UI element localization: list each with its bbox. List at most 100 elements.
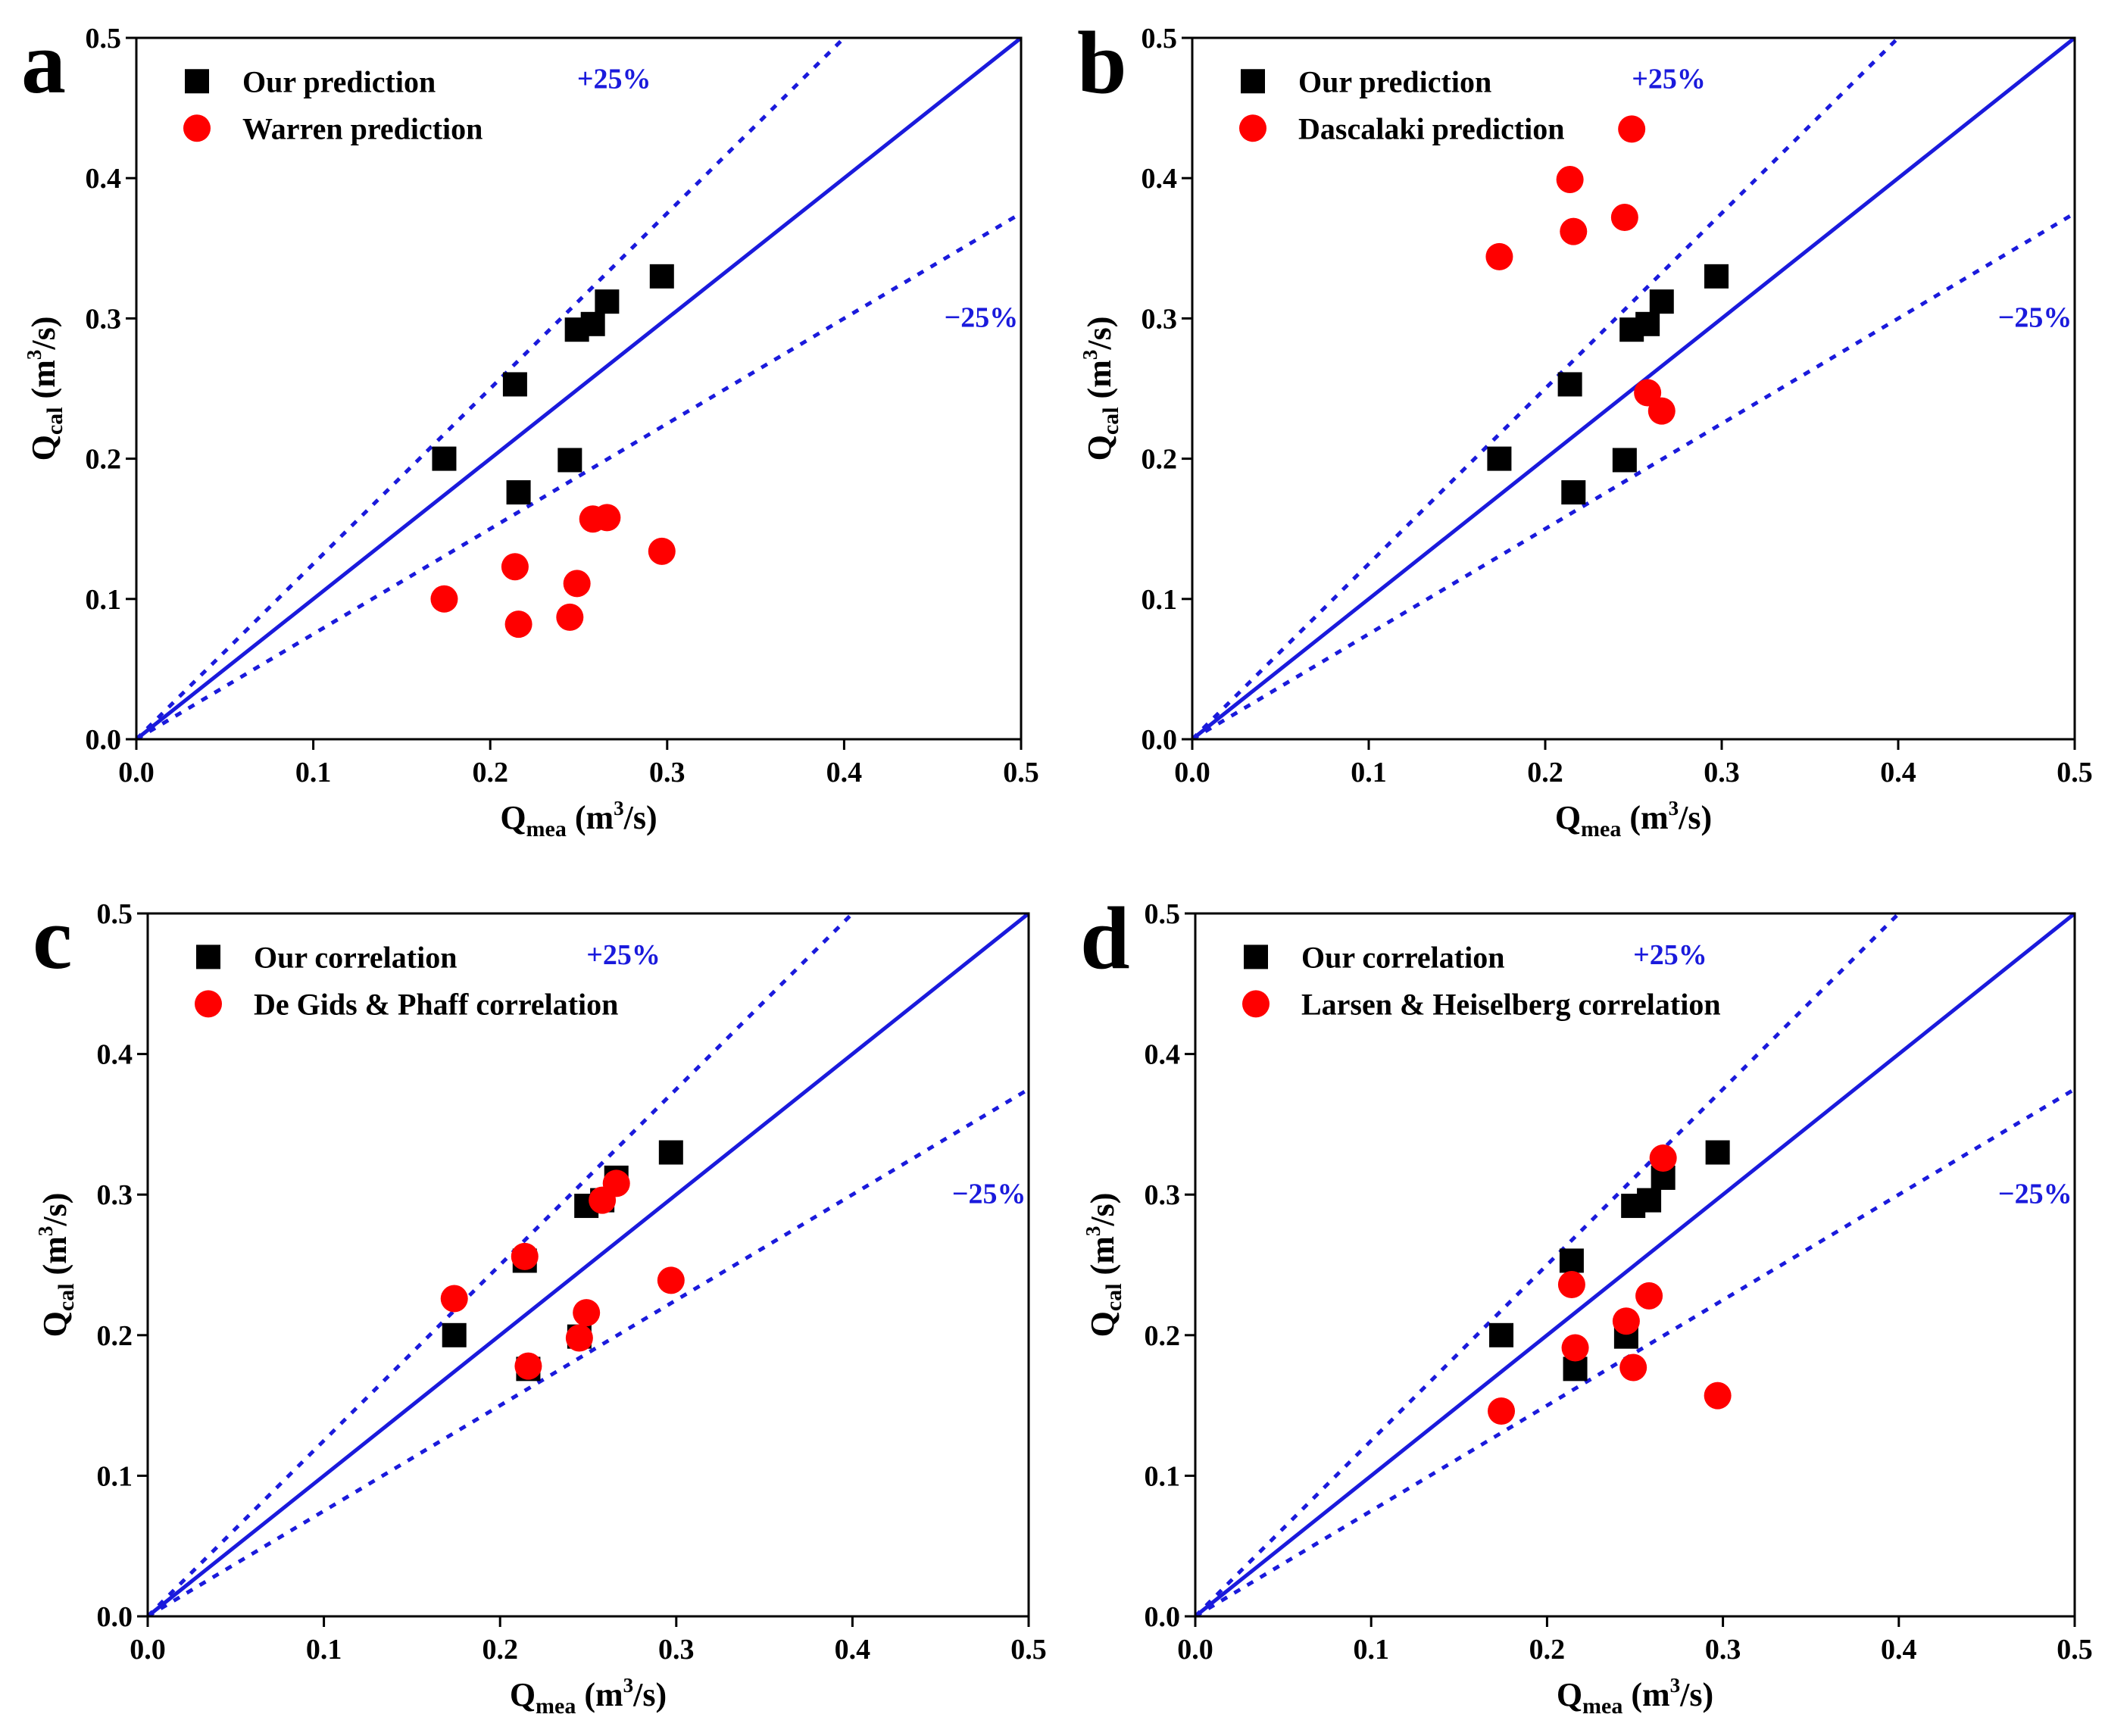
x-tick-label: 0.5 [2057,757,2093,788]
legend-marker-square [196,944,220,969]
data-point-circle [1561,1334,1589,1362]
plot-frame [146,912,1030,1618]
data-point-circle [1635,1282,1663,1310]
x-tick-label: 0.4 [1880,757,1916,788]
data-point-circle [1560,217,1588,245]
legend: Our correlation Larsen & Heiselberg corre… [1242,940,1721,1021]
data-point-square [442,1322,467,1347]
parity-line [136,38,1021,739]
panel-a: 0.0 0.1 0.2 0.3 0.4 0.5 0.0 0.1 0.2 0.3 0.4 0.5 Qmea… [21,13,1039,841]
reference-lines [148,913,1029,1616]
data-point-circle [1612,1307,1640,1335]
band-line [1192,211,2075,739]
x-tick-label: 0.1 [1353,1634,1389,1666]
x-tick-label: 0.2 [472,757,508,788]
series-ours [442,1140,683,1382]
y-axis-title: Qcal (m3/s) [1082,1193,1126,1338]
data-point-circle [504,610,532,639]
x-axis-title: Qmea (m3/s) [500,797,657,841]
data-point-square [502,372,527,397]
legend-entry: De Gids & Phaff correlation [254,987,618,1021]
y-axis-title: Qcal (m3/s) [23,317,67,461]
data-point-circle [440,1285,468,1313]
y-tick-label: 0.3 [1142,303,1178,335]
legend-entry: Warren prediction [242,111,483,145]
band-label-minus: −25% [1998,302,2072,334]
data-point-square [506,480,531,505]
data-point-circle [1647,397,1676,425]
band-line [1195,1087,2075,1616]
reference-lines [1192,38,2075,739]
x-tick-label: 0.1 [1351,757,1387,788]
data-point-circle [657,1266,685,1294]
data-point-circle [514,1352,542,1380]
data-point-circle [1649,1144,1677,1172]
data-point-circle [511,1242,539,1270]
x-axis-title: Qmea (m3/s) [1555,797,1712,841]
data-point-square [432,446,457,471]
x-tick-label: 0.2 [1527,757,1563,788]
legend-entry: Our prediction [1298,64,1491,98]
y-axis-title: Qcal (m3/s) [1079,317,1123,461]
band-label-minus: −25% [945,302,1019,334]
data-point-square [1649,289,1674,314]
data-point-circle [1619,1354,1647,1382]
y-tick-label: 0.4 [1142,163,1178,195]
x-tick-label: 0.0 [130,1634,166,1666]
panel-d: 0.0 0.1 0.2 0.3 0.4 0.5 0.0 0.1 0.2 0.3 0.4 0.5 Qmea… [1080,888,2093,1719]
y-tick-label: 0.1 [1145,1460,1181,1492]
band-line [136,211,1021,739]
legend-marker-circle [183,114,211,142]
x-tick-label: 0.2 [1529,1634,1566,1666]
x-tick-label: 0.5 [1003,757,1039,788]
x-tick-label: 0.3 [649,757,686,788]
data-point-square [580,311,605,336]
legend-entry: Our correlation [254,940,457,974]
x-tick-label: 0.1 [295,757,332,788]
plot-frame [1191,36,2076,741]
legend: Our prediction Warren prediction [183,64,483,145]
panel-b: 0.0 0.1 0.2 0.3 0.4 0.5 0.0 0.1 0.2 0.3 0.4 0.5 Qmea… [1077,13,2093,841]
panel-letter: d [1080,888,1130,988]
panel-letter: c [33,888,72,988]
y-tick-label: 0.3 [1145,1179,1181,1211]
data-point-circle [430,585,458,613]
legend: Our correlation De Gids & Phaff correlati… [195,940,618,1021]
y-tick-label: 0.3 [86,303,122,335]
x-tick-label: 0.3 [1705,1634,1741,1666]
panel-c: 0.0 0.1 0.2 0.3 0.4 0.5 0.0 0.1 0.2 0.3 0.4 0.5 Qmea… [33,888,1047,1719]
series-ours [1487,264,1729,505]
data-point-circle [573,1299,601,1327]
y-tick-label: 0.4 [1145,1039,1181,1071]
y-tick-label: 0.3 [97,1179,133,1211]
y-tick-label: 0.2 [1145,1320,1181,1352]
data-point-circle [1485,242,1513,270]
legend-marker-circle [1242,990,1270,1018]
data-point-circle [1618,115,1646,143]
data-point-square [595,289,620,314]
x-tick-label: 0.5 [2057,1634,2093,1666]
y-tick-label: 0.1 [1142,584,1178,616]
data-point-square [1635,311,1660,336]
band-label-plus: +25% [1632,64,1706,95]
data-point-square [557,448,582,473]
plot-frame [1194,912,2076,1618]
data-point-square [1705,1140,1730,1165]
x-axis-title: Qmea (m3/s) [1557,1674,1713,1719]
data-point-circle [602,1169,630,1197]
data-point-circle [1488,1397,1516,1425]
data-point-square [1487,446,1512,471]
parity-line [1192,38,2075,739]
data-point-square [1561,480,1586,505]
series-comparison [1488,1144,1732,1425]
data-point-square [1637,1188,1662,1213]
legend-marker-circle [195,990,222,1018]
y-tick-label: 0.0 [86,724,122,756]
x-tick-label: 0.0 [118,757,155,788]
x-tick-label: 0.3 [658,1634,695,1666]
x-tick-label: 0.1 [306,1634,342,1666]
band-label-plus: +25% [586,939,661,971]
x-tick-label: 0.3 [1704,757,1740,788]
data-point-circle [1704,1382,1732,1410]
